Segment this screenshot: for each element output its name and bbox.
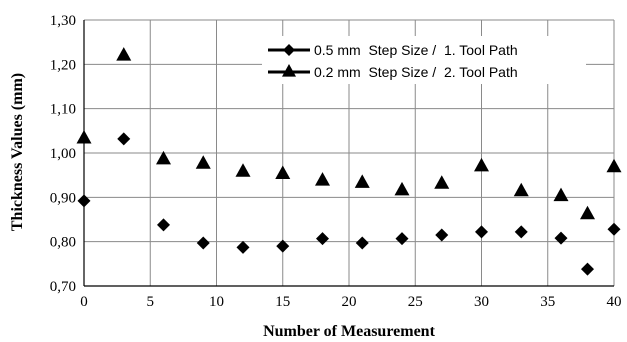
legend-label-series-2: 0.2 mm Step Size / 2. Tool Path bbox=[314, 64, 518, 80]
x-tick-label: 0 bbox=[80, 294, 88, 310]
triangle-point bbox=[195, 155, 211, 169]
diamond-point bbox=[276, 239, 290, 253]
legend-marker-triangle-icon bbox=[282, 64, 296, 77]
triangle-point bbox=[116, 47, 132, 61]
y-tick-label: 1,10 bbox=[50, 102, 76, 118]
triangle-point bbox=[474, 157, 489, 172]
diamond-point bbox=[316, 232, 329, 246]
x-tick-label: 30 bbox=[474, 294, 489, 310]
y-tick-labels: 0,70 0,80 0,90 1,00 1,10 1,20 1,30 bbox=[50, 13, 76, 295]
diamond-point bbox=[554, 231, 568, 245]
y-tick-label: 1,20 bbox=[50, 57, 76, 73]
diamond-point bbox=[77, 194, 91, 208]
series-1 bbox=[77, 132, 621, 276]
diamond-point bbox=[395, 232, 409, 246]
diamond-point bbox=[435, 228, 449, 242]
series-layer bbox=[76, 47, 622, 276]
diamond-point bbox=[355, 236, 369, 250]
x-tick-label: 10 bbox=[209, 294, 224, 310]
diamond-point bbox=[581, 262, 594, 276]
triangle-point bbox=[76, 129, 92, 144]
x-tick-labels: 0 5 10 15 20 25 30 35 40 bbox=[80, 294, 621, 310]
x-axis-title: Number of Measurement bbox=[263, 323, 435, 340]
x-tick-label: 20 bbox=[342, 294, 357, 310]
diamond-point bbox=[475, 225, 488, 239]
legend-label-series-1: 0.5 mm Step Size / 1. Tool Path bbox=[314, 42, 518, 58]
y-tick-label: 0,80 bbox=[50, 235, 76, 251]
legend-background bbox=[262, 36, 586, 84]
triangle-point bbox=[156, 150, 171, 165]
y-tick-label: 0,90 bbox=[50, 190, 76, 206]
triangle-point bbox=[580, 205, 595, 220]
triangle-point bbox=[315, 172, 330, 186]
triangle-point bbox=[394, 181, 410, 196]
legend-marker-diamond-icon bbox=[283, 44, 295, 56]
diamond-point bbox=[607, 222, 621, 236]
triangle-point bbox=[553, 187, 569, 202]
y-tick-label: 1,00 bbox=[50, 146, 76, 162]
triangle-point bbox=[235, 163, 251, 177]
x-tick-label: 40 bbox=[607, 294, 622, 310]
triangle-point bbox=[354, 174, 370, 188]
legend: 0.5 mm Step Size / 1. Tool Path 0.2 mm S… bbox=[262, 36, 586, 84]
y-tick-label: 1,30 bbox=[50, 13, 76, 29]
x-tick-label: 35 bbox=[540, 294, 555, 310]
y-axis-title: Thickness Values (mm) bbox=[9, 73, 26, 231]
triangle-point bbox=[275, 165, 291, 179]
diamond-point bbox=[236, 240, 250, 254]
x-tick-label: 25 bbox=[408, 294, 423, 310]
triangle-point bbox=[606, 158, 622, 173]
diamond-point bbox=[157, 218, 170, 232]
axes bbox=[83, 20, 614, 287]
triangle-point bbox=[513, 182, 529, 197]
triangle-point bbox=[434, 175, 450, 189]
series-2 bbox=[76, 47, 622, 220]
x-tick-label: 5 bbox=[147, 294, 155, 310]
diamond-point bbox=[514, 225, 528, 239]
diamond-point bbox=[117, 132, 131, 146]
y-tick-label: 0,70 bbox=[50, 279, 76, 295]
x-tick-label: 15 bbox=[275, 294, 290, 310]
diamond-point bbox=[196, 236, 210, 250]
